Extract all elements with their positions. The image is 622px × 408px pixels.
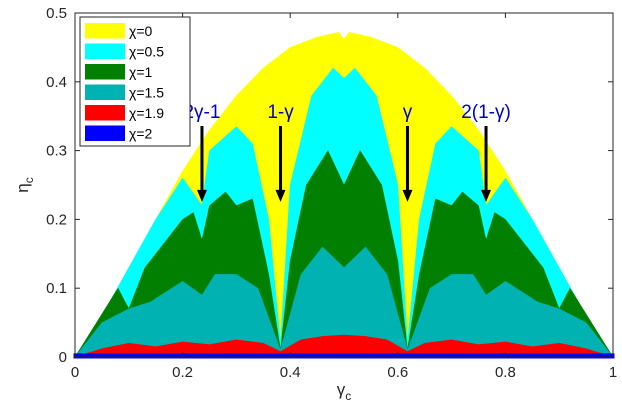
legend-label: χ=1.5 — [129, 85, 164, 101]
legend-swatch — [85, 105, 125, 121]
y-axis-label: ηc — [13, 177, 36, 192]
plot-frame — [74, 12, 614, 358]
annotation-label: 2(1-γ) — [461, 102, 511, 123]
x-tick-label: 0 — [71, 364, 79, 381]
legend-swatch — [85, 64, 125, 80]
y-tick-label: 0.3 — [46, 143, 67, 160]
x-tick-label: 1 — [609, 364, 617, 381]
y-tick-label: 0.1 — [46, 280, 67, 297]
legend-swatch — [85, 23, 125, 39]
x-axis-label: γc — [337, 380, 352, 403]
legend-swatch — [85, 125, 125, 141]
x-axis-label-sub: c — [345, 389, 351, 403]
legend-label: χ=2 — [129, 126, 153, 142]
x-tick-label: 0.8 — [495, 364, 516, 381]
y-tick-label: 0 — [59, 349, 67, 366]
annotations: 2γ-1 1-γ γ 2(1-γ) — [183, 102, 511, 202]
area-series-3 — [74, 246, 614, 358]
legend-label: χ=1 — [129, 64, 153, 80]
annotation-arrow-head — [196, 189, 207, 202]
y-tick-label: 0.2 — [46, 211, 67, 228]
annotation-label: γ — [403, 102, 413, 123]
area-series-4 — [74, 334, 614, 358]
y-tick-label: 0.4 — [46, 74, 67, 91]
legend: χ=0 χ=0.5 χ=1 χ=1.5 χ=1.9 χ=2 — [79, 16, 191, 147]
x-axis-label-main: γ — [337, 380, 346, 399]
x-tick-label: 0.4 — [280, 364, 301, 381]
x-tick-label: 0.2 — [172, 364, 193, 381]
legend-label: χ=1.9 — [129, 105, 164, 121]
y-axis-label-main: η — [13, 183, 32, 192]
legend-swatch — [85, 43, 125, 59]
legend-label: χ=0 — [129, 23, 153, 39]
legend-swatch — [85, 84, 125, 100]
annotation-label: 2γ-1 — [183, 102, 220, 123]
y-axis: 0 0.1 0.2 0.3 0.4 0.5 — [46, 5, 613, 366]
annotation-arrow-head — [481, 189, 492, 202]
annotation-arrow-head — [275, 189, 286, 202]
legend-label: χ=0.5 — [129, 44, 164, 60]
x-tick-label: 0.6 — [387, 364, 408, 381]
y-tick-label: 0.5 — [46, 5, 67, 22]
y-axis-label-sub: c — [22, 177, 36, 183]
annotation-label: 1-γ — [267, 102, 294, 123]
x-axis: 0 0.2 0.4 0.6 0.8 1 — [71, 13, 617, 381]
annotation-arrow-head — [402, 189, 413, 202]
